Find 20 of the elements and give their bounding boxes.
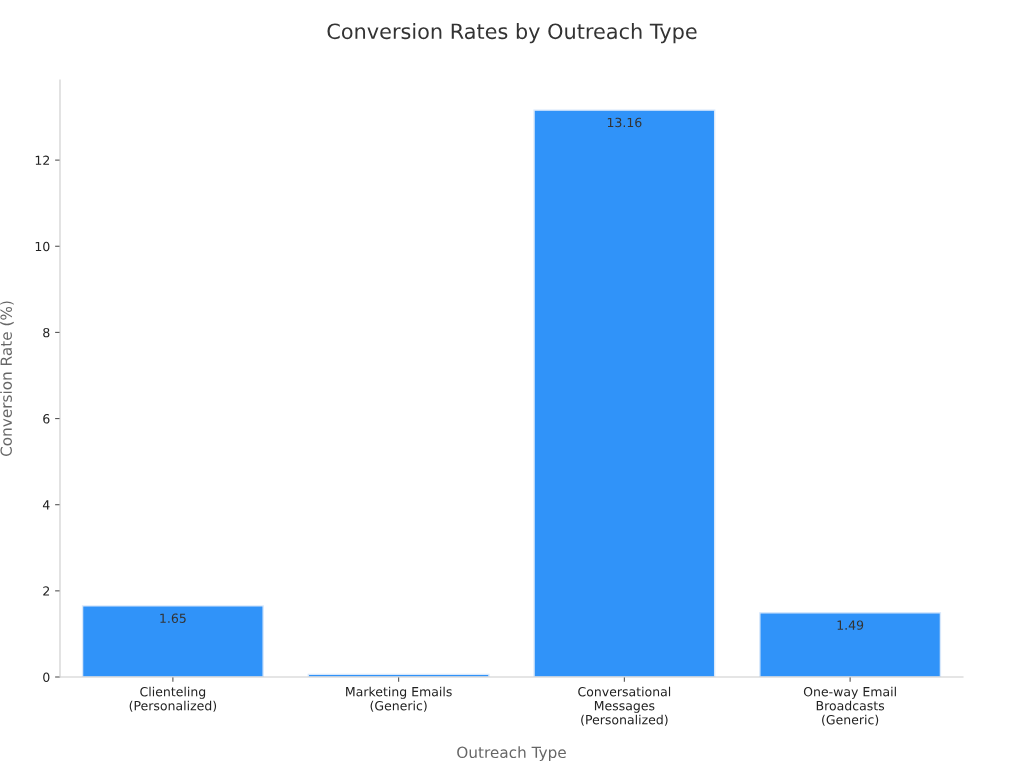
x-tick-label: Marketing Emails (Generic) xyxy=(346,686,452,712)
y-tick-label: 6 xyxy=(43,414,50,424)
y-tick-label: 0 xyxy=(43,672,50,682)
y-tick-label: 12 xyxy=(35,155,50,165)
y-tick-label: 8 xyxy=(43,327,50,338)
x-tick-label: One-way Email Broadcasts (Generic) xyxy=(803,686,896,726)
data-label: 13.16 xyxy=(607,117,642,128)
x-tick-label: Conversational Messages (Personalized) xyxy=(578,686,671,726)
y-tick-label: 4 xyxy=(42,500,50,510)
y-axis-title: Conversion Rate (%) xyxy=(0,301,14,457)
chart-title: Conversion Rates by Outreach Type xyxy=(327,23,697,44)
x-tick-label: Clienteling (Personalized) xyxy=(129,686,217,712)
bar xyxy=(81,605,264,677)
data-label: 1.49 xyxy=(837,620,864,630)
y-tick-label: 10 xyxy=(35,241,50,252)
bar xyxy=(533,109,716,677)
data-label: 1.65 xyxy=(160,613,186,623)
bar xyxy=(759,612,942,677)
x-axis-title: Outreach Type xyxy=(457,746,566,762)
y-tick-label: 2 xyxy=(43,586,50,596)
